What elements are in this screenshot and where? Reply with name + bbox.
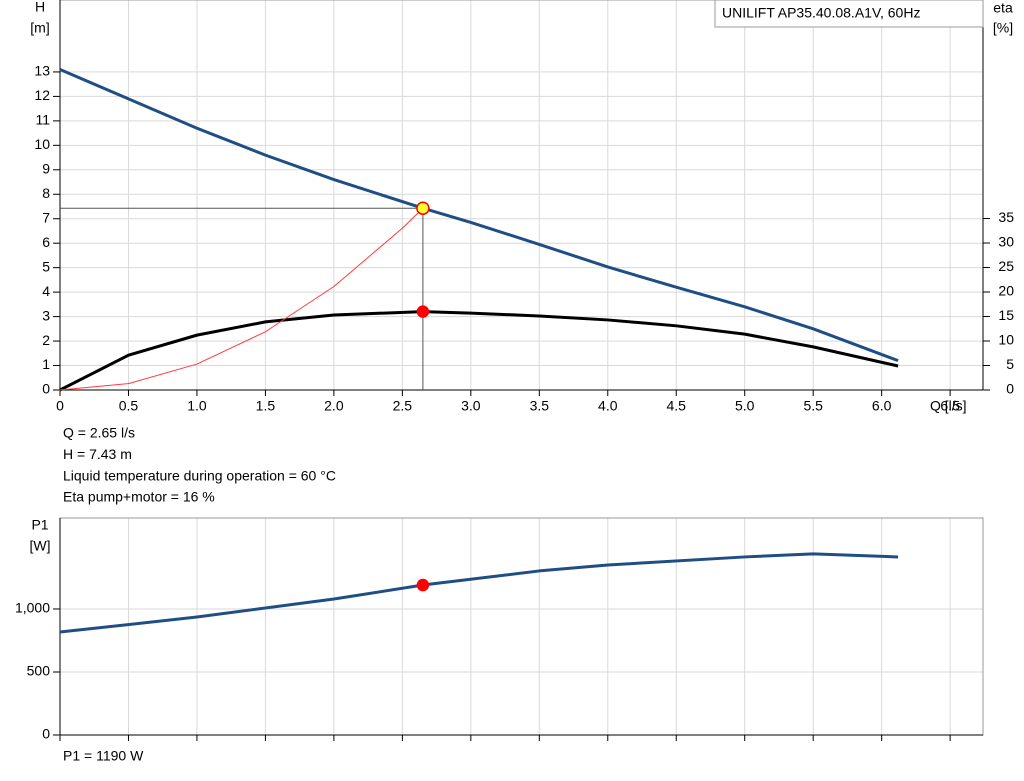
y-tick-label: 1,000 (15, 600, 50, 616)
y2-tick-label: 15 (998, 307, 1014, 323)
y-axis-label: H (35, 0, 45, 15)
x-axis-label: Q [l/s] (930, 398, 967, 414)
x-tick-label: 0 (56, 398, 64, 414)
curve (59, 552, 899, 634)
y-tick-label: 0 (42, 726, 50, 742)
y-tick-label: 5 (42, 258, 50, 274)
y-tick-label: 1 (42, 356, 50, 372)
operating-point (416, 201, 430, 215)
y2-tick-label: 5 (1006, 356, 1014, 372)
y2-tick-label: 20 (998, 283, 1014, 299)
y2-axis-label: eta (993, 0, 1013, 16)
y2-tick-label: 10 (998, 332, 1014, 348)
y-tick-label: 10 (34, 136, 50, 152)
curve (59, 68, 899, 363)
x-tick-label: 4.5 (667, 398, 687, 414)
y-tick-label: 9 (42, 161, 50, 177)
y2-axis-label: [%] (993, 20, 1013, 36)
y2-tick-label: 35 (998, 209, 1014, 225)
y-tick-label: 12 (34, 87, 50, 103)
y2-tick-label: 30 (998, 234, 1014, 250)
info-text: Q = 2.65 l/s (63, 425, 135, 441)
title-box (714, 0, 984, 28)
y2-tick-label: 25 (998, 258, 1014, 274)
operating-point (416, 305, 430, 318)
y-tick-label: 4 (42, 283, 50, 299)
y-axis-label: [m] (30, 20, 49, 36)
chart-title: UNILIFT AP35.40.08.A1V, 60Hz (722, 5, 920, 21)
info-text: Liquid temperature during operation = 60… (63, 467, 336, 483)
y-tick-label: 6 (42, 234, 50, 250)
info-text: P1 = 1190 W (63, 748, 144, 764)
x-tick-label: 4.0 (598, 398, 618, 414)
x-tick-label: 5.0 (735, 398, 755, 414)
y-axis-label: [W] (30, 538, 51, 554)
x-tick-label: 3.5 (530, 398, 550, 414)
y-tick-label: 8 (42, 185, 50, 201)
x-tick-label: 0.5 (119, 398, 139, 414)
x-tick-label: 6.0 (872, 398, 892, 414)
x-tick-label: 1.5 (256, 398, 276, 414)
curve (59, 207, 424, 391)
y-tick-label: 7 (42, 209, 50, 225)
y2-tick-label: 0 (1006, 381, 1014, 397)
x-tick-label: 2.5 (393, 398, 413, 414)
y-tick-label: 500 (27, 663, 51, 679)
x-tick-label: 6.5 (940, 398, 960, 414)
plot-frame (59, 517, 984, 736)
info-text: H = 7.43 m (63, 446, 132, 462)
y-tick-label: 2 (42, 332, 50, 348)
y-tick-label: 11 (35, 112, 50, 128)
x-tick-label: 2.0 (324, 398, 344, 414)
operating-point (416, 578, 430, 592)
y-axis-label: P1 (31, 517, 48, 533)
x-tick-label: 1.0 (187, 398, 207, 414)
y-tick-label: 13 (34, 63, 50, 79)
info-text: Eta pump+motor = 16 % (63, 489, 215, 505)
curve (59, 310, 899, 392)
x-tick-label: 5.5 (803, 398, 823, 414)
plot-frame (59, 0, 984, 391)
x-tick-label: 3.0 (461, 398, 481, 414)
y-tick-label: 3 (42, 307, 50, 323)
y-tick-label: 0 (42, 381, 50, 397)
